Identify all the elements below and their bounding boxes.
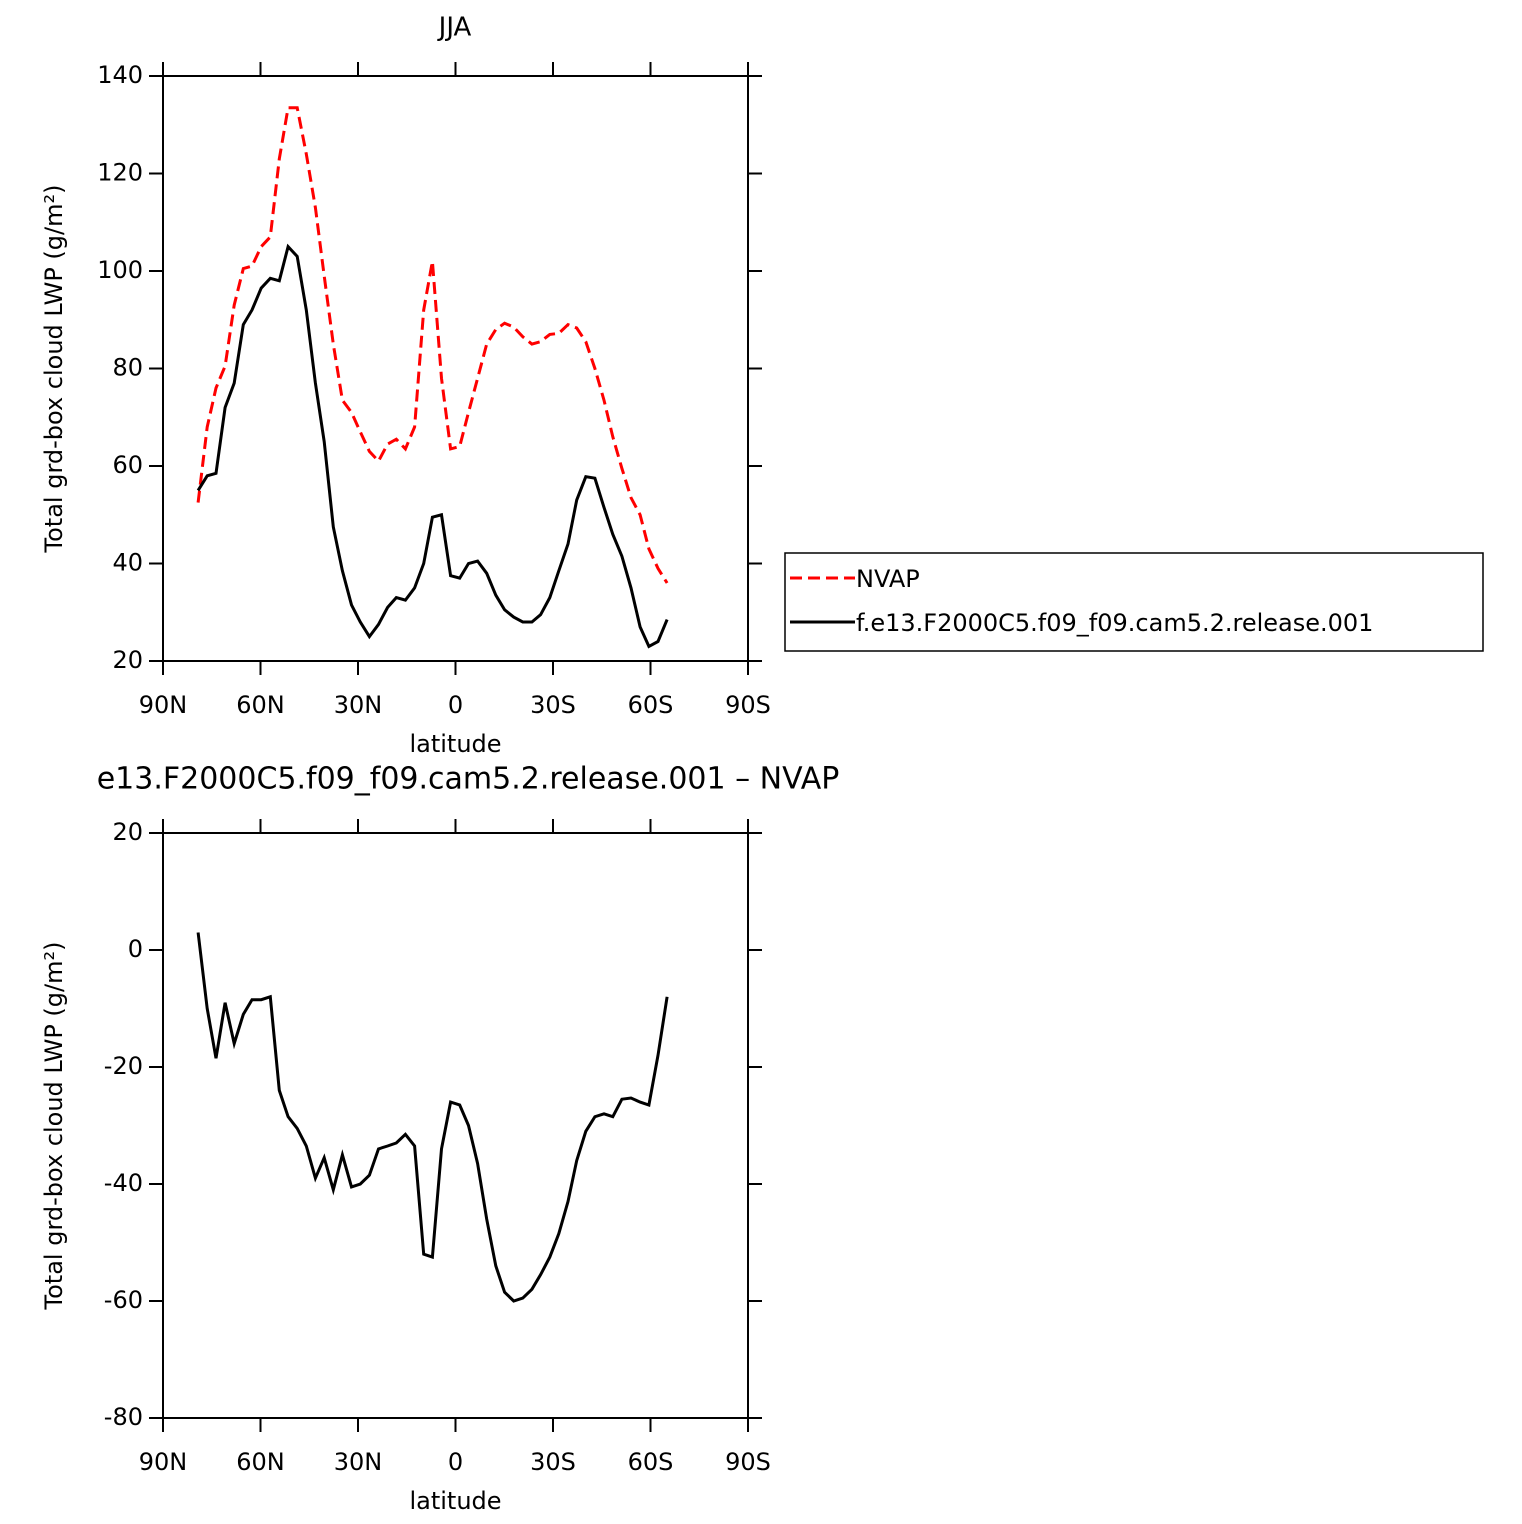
x-tick-label: 60S — [628, 691, 674, 719]
x-tick-label: 0 — [448, 1448, 463, 1476]
x-axis-label: latitude — [409, 730, 501, 758]
legend-label: NVAP — [856, 565, 920, 593]
x-axis-label: latitude — [409, 1487, 501, 1515]
x-tick-label: 90N — [139, 691, 188, 719]
x-tick-label: 30S — [530, 691, 576, 719]
chart-title: JJA — [437, 13, 472, 43]
legend-label: f.e13.F2000C5.f09_f09.cam5.2.release.001 — [856, 609, 1373, 637]
x-tick-label: 0 — [448, 691, 463, 719]
y-tick-label: 60 — [112, 451, 143, 479]
data-line — [196, 243, 669, 649]
y-tick-label: 100 — [97, 256, 143, 284]
legend-box — [784, 552, 1484, 652]
y-tick-label: 0 — [128, 935, 143, 963]
x-tick-label: 90S — [725, 1448, 771, 1476]
x-tick-label: 60S — [628, 1448, 674, 1476]
y-tick-label: -40 — [104, 1169, 143, 1197]
x-tick-label: 90S — [725, 691, 771, 719]
y-tick-label: -20 — [104, 1052, 143, 1080]
x-tick-label: 30N — [334, 691, 383, 719]
chart-title: e13.F2000C5.f09_f09.cam5.2.release.001 –… — [97, 762, 840, 797]
y-tick-label: -60 — [104, 1286, 143, 1314]
y-tick-label: 40 — [112, 549, 143, 577]
y-tick-label: 80 — [112, 354, 143, 382]
y-axis-label: Total grd-box cloud LWP (g/m²) — [40, 942, 68, 1311]
data-line — [196, 932, 669, 1303]
x-tick-label: 30S — [530, 1448, 576, 1476]
y-tick-label: 120 — [97, 159, 143, 187]
x-tick-label: 30N — [334, 1448, 383, 1476]
data-line — [196, 106, 669, 584]
y-tick-label: 20 — [112, 646, 143, 674]
y-tick-label: -80 — [104, 1403, 143, 1431]
y-axis-label: Total grd-box cloud LWP (g/m²) — [40, 185, 68, 554]
y-tick-label: 20 — [112, 818, 143, 846]
y-tick-label: 140 — [97, 61, 143, 89]
plot-frame — [162, 75, 749, 662]
x-tick-label: 90N — [139, 1448, 188, 1476]
plot-frame — [162, 832, 749, 1419]
x-tick-label: 60N — [236, 691, 285, 719]
x-tick-label: 60N — [236, 1448, 285, 1476]
